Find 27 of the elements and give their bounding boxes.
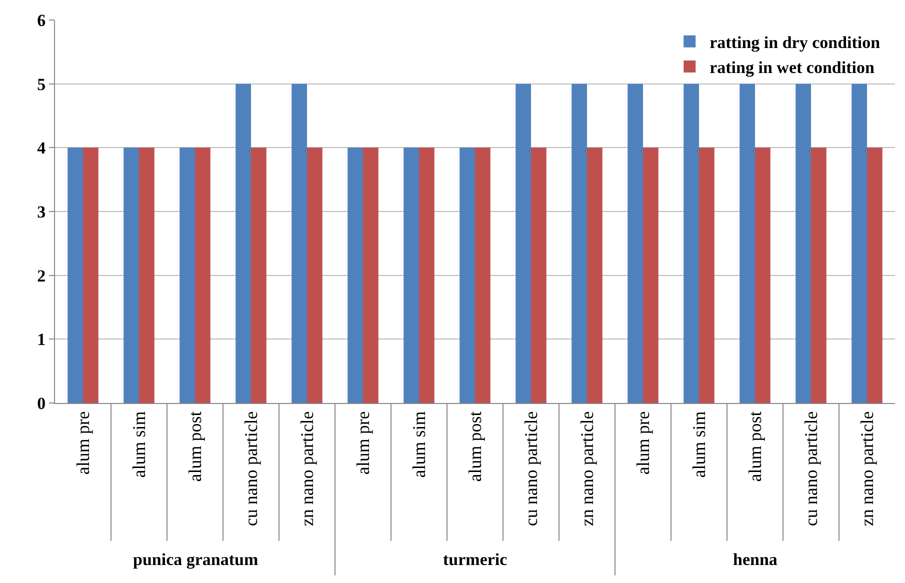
x-tick-label: alum post xyxy=(464,411,485,482)
x-tick-label: alum post xyxy=(184,411,205,482)
x-tick-label: alum sim xyxy=(688,411,709,478)
y-tick-label: 4 xyxy=(37,138,46,158)
y-tick-label: 5 xyxy=(37,74,46,94)
x-tick-label: alum pre xyxy=(632,411,653,475)
x-tick-label: alum pre xyxy=(72,411,93,475)
x-tick-label: alum pre xyxy=(352,411,373,475)
x-tick-label: alum sim xyxy=(128,411,149,478)
y-tick-label: 0 xyxy=(37,394,46,413)
legend-label: ratting in dry condition xyxy=(710,33,881,52)
x-tick-label: cu nano particle xyxy=(240,411,261,526)
x-tick-label: alum post xyxy=(744,411,765,482)
y-tick-label: 1 xyxy=(37,330,46,350)
text: punica granatum xyxy=(133,550,258,569)
x-tick-label: zn nano particle xyxy=(296,411,317,526)
y-tick-label: 2 xyxy=(37,266,46,286)
x-tick-label: zn nano particle xyxy=(856,411,877,526)
legend-label: rating in wet condition xyxy=(710,58,875,78)
text: henna xyxy=(733,550,778,569)
x-tick-label: cu nano particle xyxy=(520,411,541,526)
x-tick-label: cu nano particle xyxy=(800,411,821,526)
text: turmeric xyxy=(443,550,508,569)
x-tick-label: zn nano particle xyxy=(576,411,597,526)
x-tick-label: alum sim xyxy=(408,411,429,478)
y-tick-label: 3 xyxy=(37,202,46,222)
y-tick-label: 6 xyxy=(37,10,46,30)
